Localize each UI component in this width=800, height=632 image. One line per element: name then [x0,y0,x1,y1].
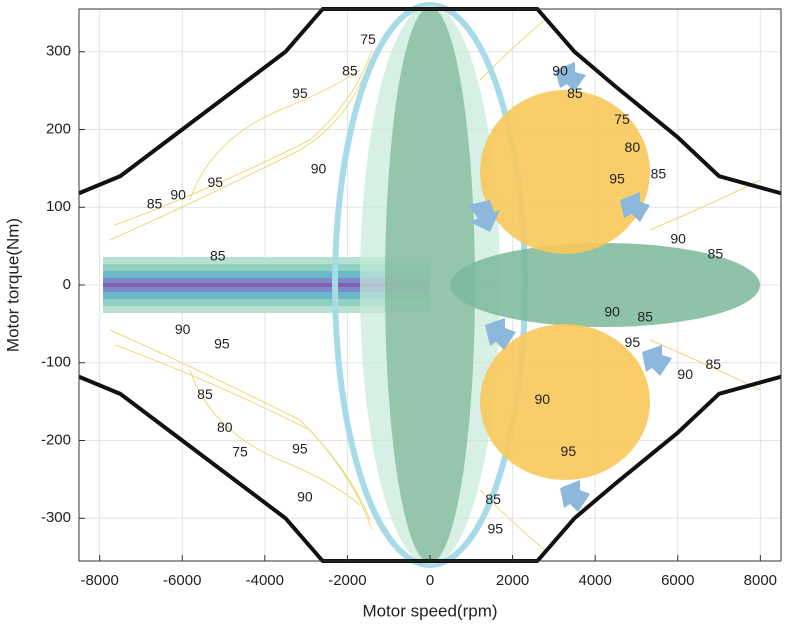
contour-label: 95 [292,85,308,101]
contour-label: 85 [342,63,358,79]
contour-label: 95 [214,336,230,352]
y-tick-label: -200 [41,431,71,448]
contour-label: 75 [614,111,630,127]
y-tick-label: 0 [63,276,71,293]
y-tick-label: 100 [46,198,71,215]
x-tick-label: -6000 [163,572,201,589]
contour-label: 75 [232,444,248,460]
contour-label: 85 [210,248,226,264]
x-tick-label: 8000 [744,572,777,589]
contour-label: 90 [677,366,693,382]
contour-label: 95 [487,521,503,537]
contour-label: 85 [705,356,721,372]
contour-label: 90 [604,304,620,320]
y-axis-label: Motor torque(Nm) [3,218,22,352]
y-tick-label: -300 [41,509,71,526]
contour-label: 85 [708,245,724,261]
y-tick-label: 300 [46,43,71,60]
contour-label: 90 [552,63,568,79]
x-tick-label: -4000 [246,572,284,589]
contour-label: 90 [535,391,551,407]
contour-label: 80 [217,419,233,435]
contour-label: 85 [147,196,163,212]
contour-label: 90 [170,186,186,202]
contour-label: 90 [297,489,313,505]
contour-label: 95 [609,171,625,187]
contour-label: 85 [637,308,653,324]
y-tick-label: -100 [41,354,71,371]
y-tick-label: 200 [46,120,71,137]
x-tick-label: 4000 [578,572,611,589]
contour-label: 90 [175,321,191,337]
x-tick-label: -2000 [328,572,366,589]
contour-label: 85 [651,165,667,181]
contour-label: 90 [311,161,327,177]
contour-label: 75 [360,31,376,47]
contour-label: 90 [670,231,686,247]
contour-label: 85 [197,386,213,402]
contour-label: 95 [625,334,641,350]
x-tick-label: 6000 [661,572,694,589]
contour-label: 95 [207,174,223,190]
x-tick-label: -8000 [80,572,118,589]
contour-label: 80 [625,139,641,155]
contour-label: 85 [485,491,501,507]
contour-label: 85 [567,85,583,101]
x-tick-label: 2000 [496,572,529,589]
contour-labels: 9590958590858580759095959085759085758085… [147,31,724,537]
contour-label: 95 [292,441,308,457]
x-axis-label: Motor speed(rpm) [362,601,497,620]
x-tick-label: 0 [426,572,434,589]
contour-label: 95 [561,443,577,459]
efficiency-map [103,2,761,568]
